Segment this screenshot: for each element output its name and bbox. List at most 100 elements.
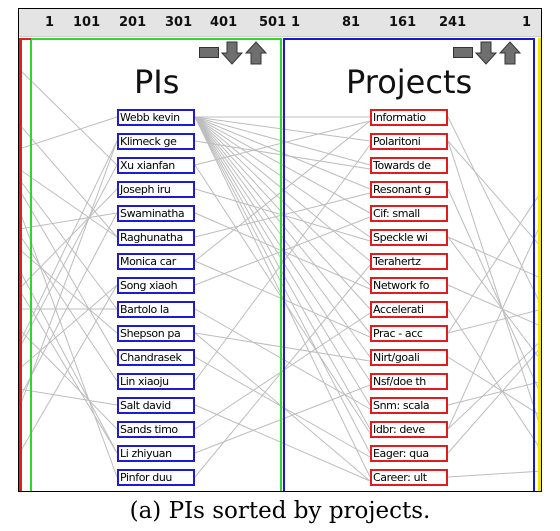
link-line <box>194 120 371 166</box>
pi-node[interactable]: Raghunatha <box>117 229 195 246</box>
right-panel-top-border <box>538 38 541 40</box>
link-line <box>194 404 371 482</box>
pi-panel-left-border <box>30 38 32 491</box>
project-node[interactable]: Polaritoni <box>370 133 448 150</box>
link-lines <box>19 68 541 482</box>
link-line <box>194 116 371 238</box>
project-node[interactable]: Prac - acc <box>370 325 448 342</box>
collapse-icon[interactable] <box>199 47 219 58</box>
link-line <box>19 288 118 454</box>
link-line <box>19 328 118 430</box>
link-line <box>194 192 371 238</box>
link-line <box>19 123 118 238</box>
link-line <box>194 116 371 310</box>
link-line <box>19 140 118 345</box>
left-panel-edge <box>19 38 22 491</box>
pi-node[interactable]: Joseph iru <box>117 181 195 198</box>
ruler-tick: 1 <box>291 15 301 30</box>
right-panel-edge <box>538 38 541 491</box>
link-line <box>19 212 118 400</box>
ruler-tick: 1 <box>45 15 55 30</box>
project-node[interactable]: Nirt/goali <box>370 349 448 366</box>
link-line <box>19 116 118 150</box>
ruler-tick: 1 <box>522 15 532 30</box>
link-line <box>447 236 541 362</box>
link-line <box>19 212 118 230</box>
arrow-down-icon[interactable] <box>221 41 243 65</box>
link-line <box>447 140 541 248</box>
ruler-tick: 501 <box>259 15 287 30</box>
pi-node[interactable]: Monica car <box>117 253 195 270</box>
pi-node[interactable]: Swaminatha <box>117 205 195 222</box>
pi-node[interactable]: Shepson pa <box>117 325 195 342</box>
pi-node[interactable]: Li zhiyuan <box>117 445 195 462</box>
link-line <box>194 116 371 478</box>
link-line <box>447 222 541 430</box>
link-line <box>19 248 118 334</box>
pi-node[interactable]: Bartolo la <box>117 301 195 318</box>
link-line <box>19 68 118 166</box>
link-line <box>19 268 118 454</box>
link-line <box>19 284 118 370</box>
link-line <box>447 140 541 431</box>
arrow-up-icon[interactable] <box>245 41 267 65</box>
link-line <box>19 388 118 406</box>
link-line <box>447 340 541 430</box>
project-panel-title: Projects <box>346 63 473 101</box>
arrow-down-icon[interactable] <box>475 41 497 65</box>
link-line <box>447 356 541 417</box>
link-line <box>19 140 118 410</box>
link-line <box>19 284 118 455</box>
link-line <box>194 116 371 190</box>
project-node[interactable]: Eager: qua <box>370 445 448 462</box>
project-node[interactable]: Informatio <box>370 109 448 126</box>
pi-node[interactable]: Salt david <box>117 397 195 414</box>
project-node[interactable]: Idbr: deve <box>370 421 448 438</box>
ruler-tick: 81 <box>342 15 361 30</box>
link-line <box>447 236 541 279</box>
project-node[interactable]: Nsf/doe th <box>370 373 448 390</box>
arrow-up-icon[interactable] <box>499 41 521 65</box>
link-line <box>19 164 118 350</box>
pi-node[interactable]: Lin xiaoju <box>117 373 195 390</box>
link-line <box>447 116 541 307</box>
pi-node[interactable]: Sands timo <box>117 421 195 438</box>
left-panel-top-border <box>19 38 31 40</box>
link-line <box>194 264 371 478</box>
link-line <box>19 233 118 382</box>
pi-panel-top-border <box>31 38 282 40</box>
project-node[interactable]: Snm: scala <box>370 397 448 414</box>
link-line <box>194 116 371 454</box>
pi-node[interactable]: Pinfor duu <box>117 469 195 486</box>
project-node[interactable]: Accelerati <box>370 301 448 318</box>
project-node[interactable]: Resonant g <box>370 181 448 198</box>
collapse-icon[interactable] <box>453 47 473 58</box>
link-line <box>447 191 541 334</box>
link-line <box>194 116 371 142</box>
link-line <box>19 178 118 310</box>
visualization-frame: 1 101 201 301 401 501 1 81 161 241 1 PIs Projects … <box>18 8 542 492</box>
pi-panel-right-border <box>280 38 282 491</box>
ruler-tick: 241 <box>439 15 467 30</box>
link-line <box>194 116 371 382</box>
link-line <box>194 116 371 430</box>
project-node[interactable]: Network fo <box>370 277 448 294</box>
pi-node[interactable]: Chandrasek <box>117 349 195 366</box>
pi-node[interactable]: Song xiaoh <box>117 277 195 294</box>
ruler-tick: 301 <box>165 15 193 30</box>
pi-node[interactable]: Webb kevin <box>117 109 195 126</box>
project-node[interactable]: Towards de <box>370 157 448 174</box>
link-line <box>447 308 541 334</box>
link-line <box>194 116 371 214</box>
pi-node[interactable]: Xu xianfan <box>117 157 195 174</box>
project-node[interactable]: Cif: small <box>370 205 448 222</box>
project-node[interactable]: Career: ult <box>370 469 448 486</box>
link-line <box>194 116 371 406</box>
ruler-tick: 101 <box>73 15 101 30</box>
project-node[interactable]: Speckle wi <box>370 229 448 246</box>
project-panel-right-border <box>533 38 535 491</box>
project-node[interactable]: Terahertz <box>370 253 448 270</box>
link-line <box>19 188 118 290</box>
link-line <box>194 116 371 166</box>
pi-node[interactable]: Klimeck ge <box>117 133 195 150</box>
